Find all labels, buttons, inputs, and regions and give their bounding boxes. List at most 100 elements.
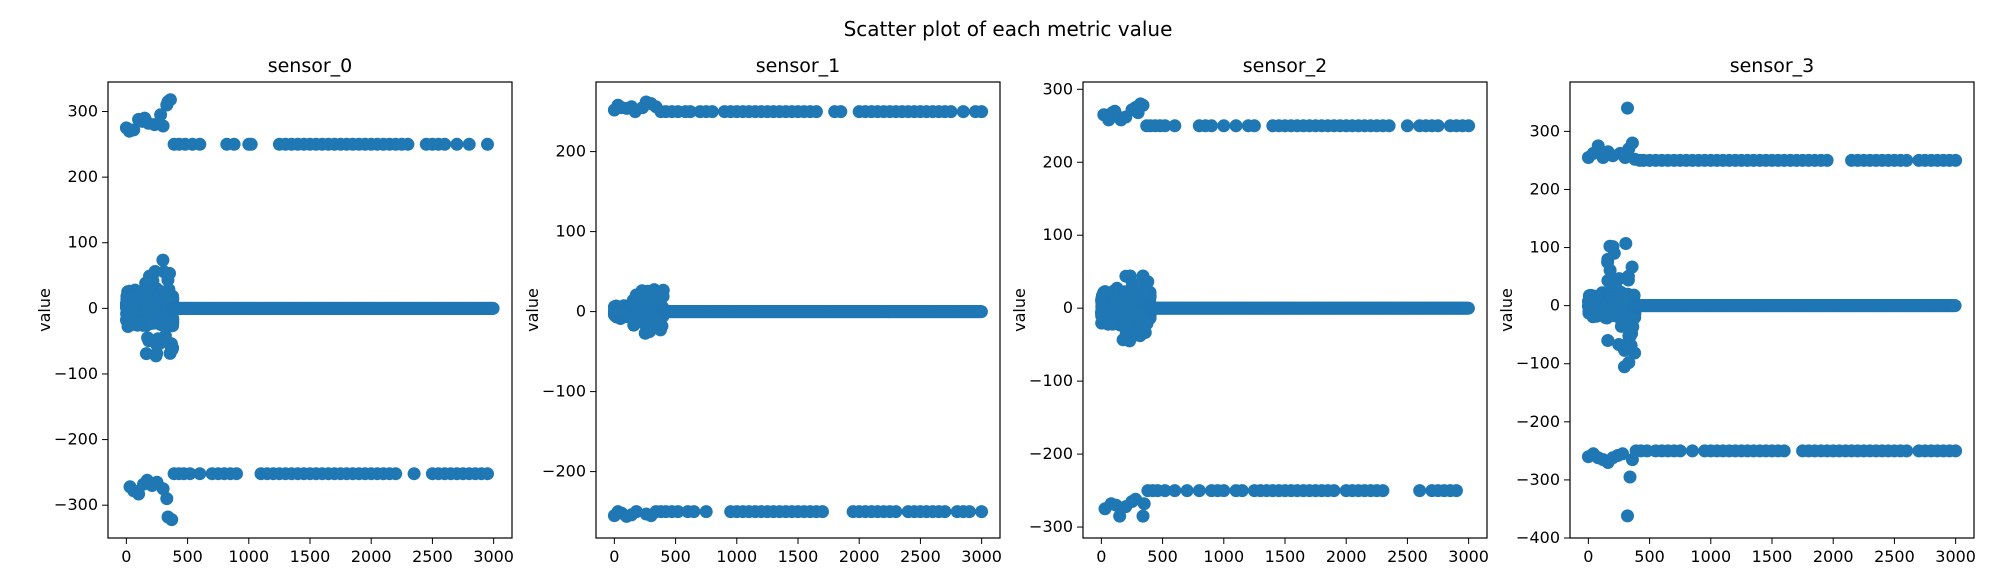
y-axis-label: value [1010, 288, 1029, 332]
y-axis-label: value [35, 288, 54, 332]
y-tick-label: 0 [576, 302, 586, 321]
upper-outlier-point [154, 108, 168, 122]
upper-outlier-point [975, 105, 989, 119]
lower-outlier-point [183, 467, 197, 481]
x-tick-label: 2500 [412, 547, 453, 566]
y-tick-label: 300 [1042, 79, 1073, 98]
lower-outlier-point [230, 467, 243, 481]
upper-outlier-point [127, 123, 141, 137]
x-tick-label: 500 [1147, 547, 1178, 566]
x-tick-label: 2500 [1387, 547, 1428, 566]
noise-point [1107, 295, 1121, 308]
data-points [1581, 101, 1963, 523]
noise-point [145, 316, 159, 330]
x-tick-label: 1000 [1203, 547, 1244, 566]
upper-outlier-point [227, 137, 241, 151]
lower-outlier-point [1376, 484, 1390, 498]
upper-outlier-point [193, 137, 207, 151]
noise-point [1137, 286, 1151, 300]
figure-title: Scatter plot of each metric value [844, 17, 1173, 41]
lower-outlier-point [1168, 484, 1182, 498]
noise-point [1136, 269, 1150, 283]
y-axis-label: value [523, 288, 542, 332]
upper-outlier-point [462, 137, 476, 151]
baseline-point [486, 301, 500, 315]
lower-outlier-point [156, 482, 170, 496]
x-tick-label: 1500 [290, 547, 331, 566]
noise-point [139, 347, 153, 361]
y-tick-label: 0 [1063, 298, 1073, 317]
noise-point [1119, 269, 1133, 283]
noise-point [640, 293, 654, 307]
lower-outlier-point [629, 505, 643, 519]
upper-outlier-point [1382, 119, 1396, 133]
y-tick-label: 200 [67, 167, 98, 186]
lower-outlier-point [1158, 484, 1172, 498]
x-tick-label: 2000 [1326, 547, 1367, 566]
subplot-title: sensor_3 [1730, 55, 1815, 77]
noise-point [656, 289, 670, 303]
upper-outlier-point [1168, 119, 1182, 133]
lower-outlier-point [132, 487, 146, 501]
upper-outlier-point [1158, 119, 1172, 133]
upper-outlier-point [1400, 119, 1414, 133]
x-tick-label: 1000 [228, 547, 269, 566]
y-tick-label: 100 [555, 222, 586, 241]
noise-point [151, 332, 165, 346]
lower-outlier-point [193, 467, 207, 481]
lower-outlier-point [699, 505, 713, 519]
noise-point [1104, 316, 1118, 330]
upper-outlier-point [683, 105, 697, 119]
noise-point [641, 320, 655, 334]
noise-point [164, 337, 178, 351]
noise-point [1123, 289, 1137, 303]
noise-point [1096, 289, 1110, 303]
y-tick-label: −200 [54, 430, 98, 449]
noise-point [627, 316, 641, 330]
x-tick-label: 3000 [961, 547, 1002, 566]
upper-outlier-point [163, 93, 177, 107]
x-tick-label: 1500 [778, 547, 819, 566]
x-tick-label: 2000 [839, 547, 880, 566]
y-tick-label: −200 [542, 462, 586, 481]
data-points [119, 93, 500, 527]
x-tick-label: 500 [660, 547, 691, 566]
upper-outlier-point [956, 105, 970, 119]
upper-outlier-point [1229, 119, 1243, 133]
upper-outlier-point [1431, 119, 1445, 133]
upper-outlier-point [834, 105, 848, 119]
lower-outlier-point [816, 505, 829, 519]
upper-outlier-point [1462, 119, 1476, 133]
lower-outlier-point [975, 505, 989, 519]
y-tick-label: −200 [1029, 444, 1073, 463]
noise-point [141, 331, 155, 345]
lower-outlier-point [889, 505, 903, 519]
lower-outlier-point [1137, 497, 1151, 511]
lower-outlier-point [1449, 484, 1463, 498]
lower-outlier-point [1217, 484, 1231, 498]
upper-outlier-point [809, 105, 823, 119]
x-tick-label: 2500 [900, 547, 941, 566]
noise-point [127, 303, 141, 317]
upper-outlier-point [481, 137, 494, 151]
lower-outlier-point [160, 492, 174, 506]
lower-outlier-point [1109, 498, 1123, 512]
x-tick-label: 1000 [716, 547, 757, 566]
noise-point [1118, 315, 1132, 329]
lower-outlier-point [962, 505, 976, 519]
lower-outlier-point [407, 467, 421, 481]
noise-point [156, 253, 170, 267]
lower-outlier-point [165, 513, 179, 527]
y-tick-label: −300 [1029, 517, 1073, 536]
lower-outlier-point [1180, 484, 1194, 498]
x-tick-label: 500 [172, 547, 203, 566]
y-tick-label: 300 [67, 102, 98, 121]
y-tick-label: 0 [88, 298, 98, 317]
noise-point [1138, 326, 1152, 339]
y-tick-label: −100 [542, 382, 586, 401]
upper-outlier-point [438, 137, 452, 151]
